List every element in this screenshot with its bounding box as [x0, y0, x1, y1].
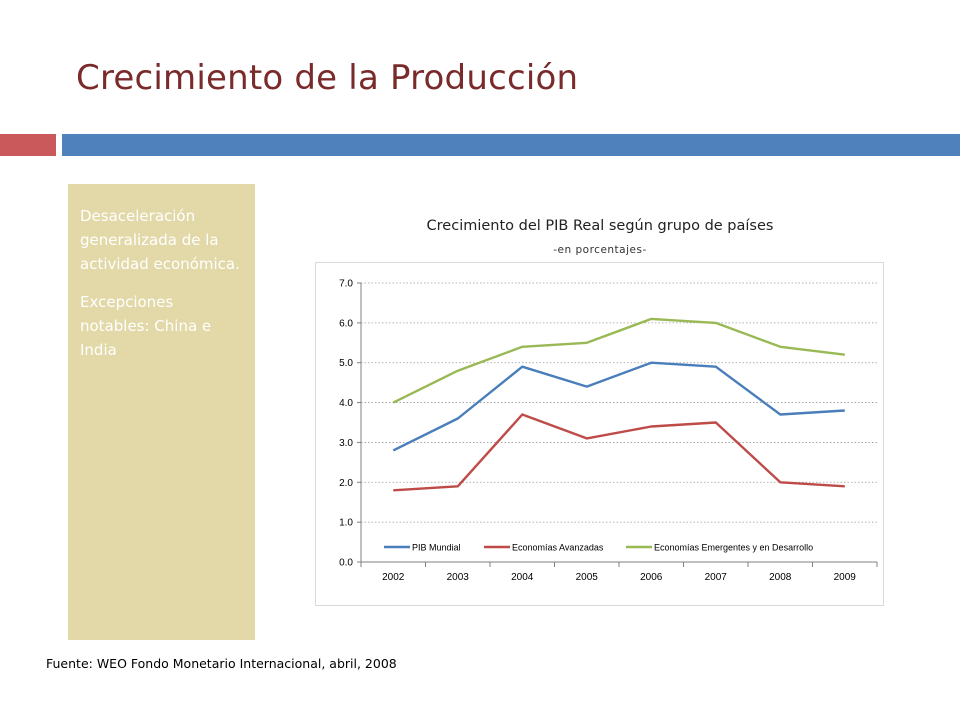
x-tick-label: 2003: [447, 572, 470, 583]
side-panel: Desaceleración generalizada de la activi…: [68, 184, 255, 640]
series-line-2: [393, 413, 845, 492]
y-tick-label: 5.0: [339, 358, 353, 369]
chart-frame: 0.0 1.0 2.0 3.0 4.0 5.0 6.0 7.0 2002 2003 2004 2005…: [315, 262, 884, 606]
legend-label: PIB Mundial: [412, 543, 461, 553]
source-footer: Fuente: WEO Fondo Monetario Internaciona…: [46, 656, 397, 671]
y-tick-label: 6.0: [339, 318, 353, 329]
y-tick-label: 0.0: [339, 558, 353, 569]
x-tick-label: 2004: [511, 572, 534, 583]
x-tick-label: 2005: [576, 572, 599, 583]
x-tick-label: 2002: [382, 572, 405, 583]
accent-bar-blue: [62, 134, 960, 156]
panel-paragraph-1: Desaceleración generalizada de la activi…: [80, 207, 240, 273]
legend-label: Economías Emergentes y en Desarrollo: [654, 543, 813, 553]
chart-subtitle: -en porcentajes-: [553, 244, 647, 256]
panel-paragraph-2: Excepciones notables: China e India: [80, 293, 212, 359]
line-chart: 0.0 1.0 2.0 3.0 4.0 5.0 6.0 7.0 2002 2003 2004 2005…: [339, 279, 878, 583]
legend-label: Economías Avanzadas: [512, 543, 604, 553]
chart-title: Crecimiento del PIB Real según grupo de …: [426, 218, 774, 234]
x-tick-label: 2007: [705, 572, 728, 583]
series-line-3: [392, 317, 845, 404]
y-tick-label: 7.0: [339, 279, 353, 290]
x-tick-label: 2009: [834, 572, 857, 583]
y-tick-label: 1.0: [339, 518, 353, 529]
series-line-1: [392, 361, 845, 452]
x-tick-label: 2008: [769, 572, 792, 583]
x-tick-label: 2006: [640, 572, 663, 583]
y-tick-label: 4.0: [339, 398, 353, 409]
slide-title: Crecimiento de la Producción: [76, 58, 579, 98]
y-tick-label: 2.0: [339, 478, 353, 489]
y-tick-label: 3.0: [339, 438, 353, 449]
accent-bar-red: [0, 134, 56, 156]
